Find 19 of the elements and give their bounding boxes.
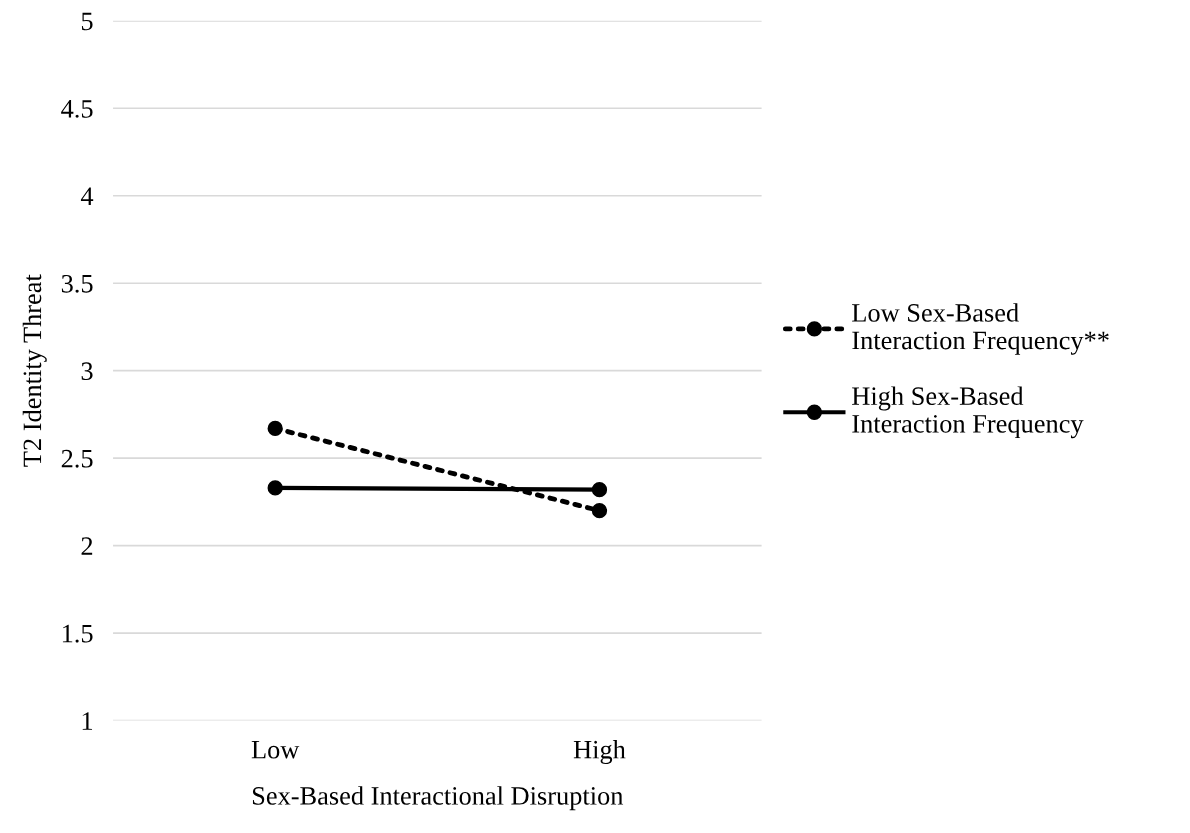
y-tick-label: 1.5 [62, 624, 93, 643]
x-tick-label: Low [251, 741, 300, 759]
point [267, 480, 283, 496]
legend-label: High Sex-Based Interaction Frequency [852, 386, 1084, 439]
point [591, 502, 608, 519]
legend-label: Low Sex-Based Interaction Frequency** [852, 303, 1109, 355]
y-tick-label: 5 [81, 12, 93, 31]
x-axis-title: Sex-Based Interactional Disruption [252, 786, 624, 811]
y-tick-label: 4 [80, 187, 94, 205]
y-axis-title: T2 Identity Threat [22, 274, 47, 467]
y-tick-label: 4.5 [61, 100, 93, 118]
y-tick-label: 2 [81, 537, 93, 555]
y-tick-label: 1 [82, 712, 93, 730]
y-tick-label: 3 [81, 362, 93, 381]
point [267, 420, 283, 437]
point [591, 481, 608, 498]
y-tick-label: 3.5 [61, 274, 93, 293]
x-tick-label: High [573, 739, 626, 764]
y-tick-label: 2.5 [61, 449, 93, 468]
